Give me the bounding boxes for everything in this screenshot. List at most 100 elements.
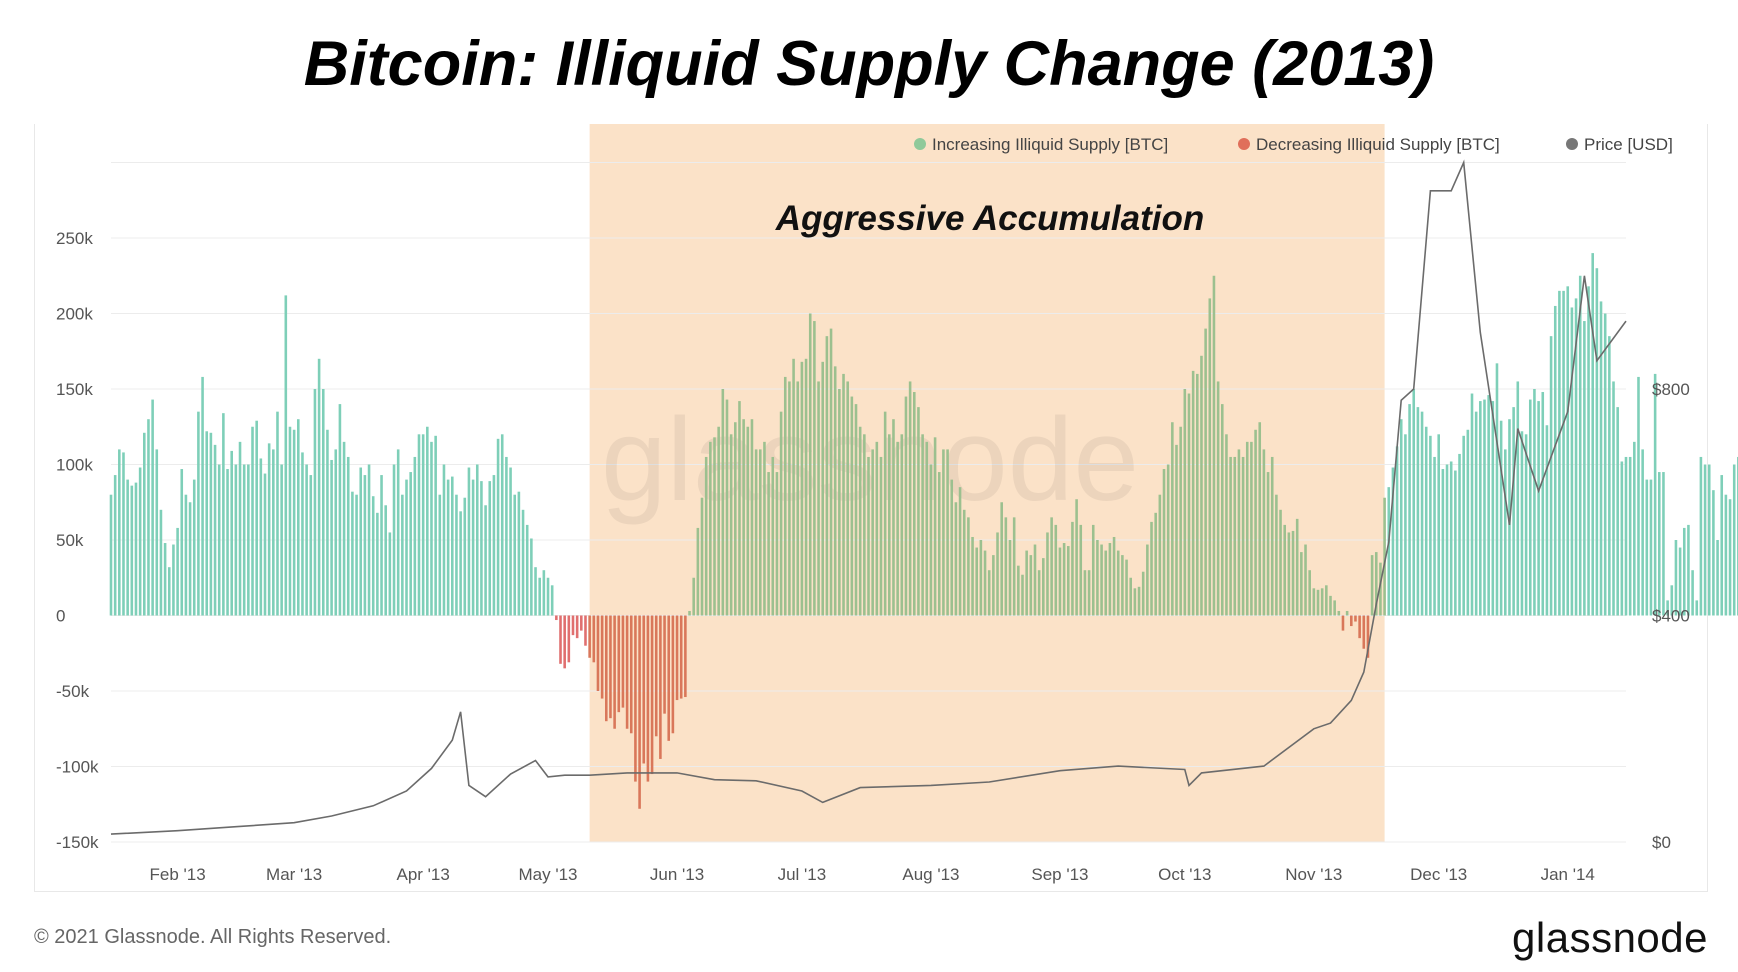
bar-increase <box>734 422 737 616</box>
bar-decrease <box>1358 615 1361 639</box>
bar-increase <box>1433 456 1436 616</box>
x-tick-label: Feb '13 <box>150 865 206 884</box>
bar-increase <box>871 449 874 616</box>
bar-increase <box>109 494 113 616</box>
x-tick-label: Mar '13 <box>266 865 322 884</box>
bar-increase <box>1237 449 1241 616</box>
bar-increase <box>838 389 841 616</box>
legend-label: Price [USD] <box>1584 135 1673 154</box>
bar-increase <box>392 464 396 616</box>
bar-increase <box>396 449 400 616</box>
bar-increase <box>1083 570 1087 616</box>
bar-increase <box>1695 600 1699 616</box>
bar-decrease <box>571 615 575 636</box>
bar-increase <box>451 476 454 616</box>
bar-increase <box>321 389 325 616</box>
bar-increase <box>742 419 745 616</box>
bar-increase <box>1574 298 1578 616</box>
bar-increase <box>1545 425 1549 616</box>
bar-increase <box>1220 404 1224 616</box>
bar-increase <box>1491 401 1495 616</box>
bar-increase <box>1096 540 1099 616</box>
bar-increase <box>209 432 213 616</box>
bar-increase <box>1241 456 1245 616</box>
bar-increase <box>1008 540 1012 616</box>
bar-increase <box>1591 253 1594 616</box>
bar-increase <box>409 472 412 616</box>
bar-increase <box>792 358 795 616</box>
bar-increase <box>130 485 134 616</box>
bar-increase <box>326 429 329 616</box>
bar-increase <box>1653 373 1657 616</box>
bar-increase <box>1633 441 1636 616</box>
bar-increase <box>1258 422 1262 616</box>
bar-increase <box>763 441 766 616</box>
bar-increase <box>713 437 716 616</box>
bar-increase <box>1583 321 1586 616</box>
bar-increase <box>1499 420 1503 616</box>
bar-increase <box>1266 472 1270 616</box>
bar-increase <box>1549 336 1553 616</box>
y-right-tick-label: $0 <box>1652 833 1671 852</box>
bar-decrease <box>621 615 625 708</box>
bar-increase <box>1033 544 1037 616</box>
bar-decrease <box>575 615 579 639</box>
bar-increase <box>1416 407 1420 616</box>
bar-increase <box>725 399 729 616</box>
bar-decrease <box>629 615 633 734</box>
bar-increase <box>983 550 987 616</box>
bar-increase <box>405 479 408 616</box>
bar-increase <box>505 456 508 616</box>
bar-increase <box>917 407 920 616</box>
bar-increase <box>1454 470 1457 616</box>
bar-decrease <box>659 615 662 759</box>
bar-increase <box>143 432 146 616</box>
bar-increase <box>297 419 300 616</box>
bar-increase <box>1025 550 1028 616</box>
bar-increase <box>975 547 979 616</box>
bar-increase <box>1687 524 1690 616</box>
bar-decrease <box>646 615 650 782</box>
bar-increase <box>1483 399 1486 616</box>
bar-decrease <box>563 615 566 669</box>
bar-decrease <box>1354 615 1357 622</box>
bar-increase <box>1012 517 1016 616</box>
bar-increase <box>1628 456 1632 616</box>
x-tick-label: Apr '13 <box>396 865 449 884</box>
bar-increase <box>925 441 929 616</box>
bar-increase <box>846 381 849 616</box>
watermark: glassnode <box>601 394 1139 526</box>
bar-increase <box>155 449 159 616</box>
bar-increase <box>151 399 154 616</box>
bar-increase <box>351 491 354 616</box>
bar-increase <box>1333 600 1336 616</box>
bar-increase <box>1437 434 1440 616</box>
bar-increase <box>367 464 371 616</box>
bar-increase <box>1520 431 1524 616</box>
bar-increase <box>900 434 904 616</box>
bar-increase <box>1728 499 1732 616</box>
bar-increase <box>1603 313 1607 616</box>
bar-increase <box>996 532 999 616</box>
bar-increase <box>788 381 791 616</box>
bar-increase <box>804 358 808 616</box>
bar-increase <box>272 449 275 616</box>
bar-increase <box>188 502 192 616</box>
bar-increase <box>342 441 346 616</box>
y-left-tick-label: -50k <box>56 682 90 701</box>
bar-increase <box>979 540 983 616</box>
bar-increase <box>1441 469 1445 616</box>
bar-increase <box>1062 543 1066 616</box>
bar-increase <box>426 426 429 616</box>
bar-increase <box>1129 577 1133 616</box>
bar-increase <box>1316 589 1320 616</box>
bar-increase <box>205 431 209 616</box>
bar-increase <box>1391 467 1395 616</box>
bar-increase <box>754 449 758 616</box>
bar-increase <box>1196 373 1199 616</box>
bar-increase <box>729 434 733 616</box>
bar-increase <box>1699 456 1703 616</box>
bar-increase <box>937 472 941 616</box>
bar-increase <box>1712 490 1715 616</box>
bar-increase <box>434 435 437 616</box>
